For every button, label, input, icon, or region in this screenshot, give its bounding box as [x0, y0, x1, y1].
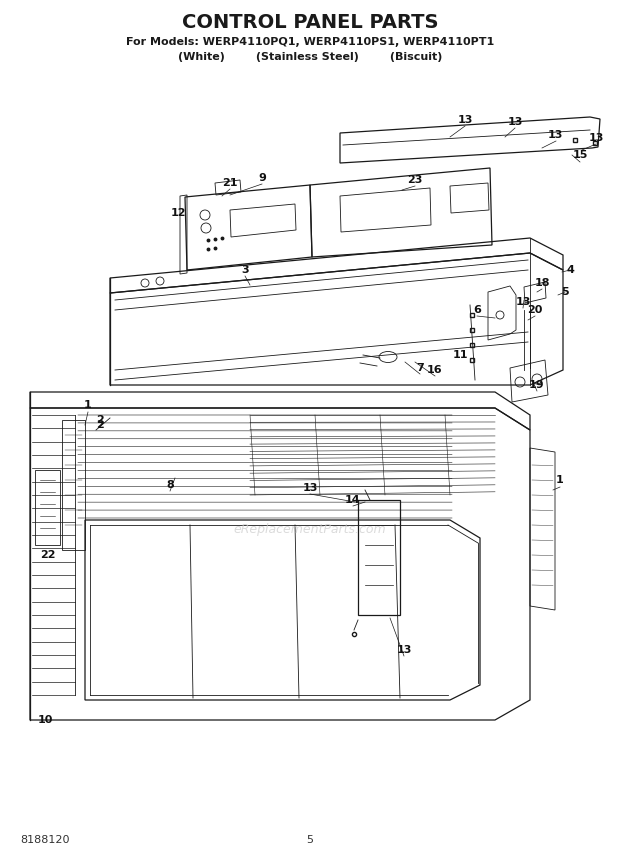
Text: 13: 13 — [515, 297, 531, 307]
Text: 5: 5 — [306, 835, 314, 845]
Text: 6: 6 — [473, 305, 481, 315]
Text: 13: 13 — [458, 115, 472, 125]
Text: 14: 14 — [345, 495, 361, 505]
Text: 13: 13 — [303, 483, 317, 493]
Text: 9: 9 — [258, 173, 266, 183]
Text: 19: 19 — [529, 380, 545, 390]
Text: 3: 3 — [241, 265, 249, 275]
Text: 4: 4 — [566, 265, 574, 275]
Text: 12: 12 — [170, 208, 186, 218]
Text: 7: 7 — [416, 363, 424, 373]
Text: eReplacementParts.com: eReplacementParts.com — [234, 524, 386, 537]
Text: 8188120: 8188120 — [20, 835, 69, 845]
Text: 5: 5 — [561, 287, 569, 297]
Text: 13: 13 — [396, 645, 412, 655]
Text: 21: 21 — [222, 178, 237, 188]
Text: 11: 11 — [452, 350, 467, 360]
Text: 1: 1 — [556, 475, 564, 485]
Text: 23: 23 — [407, 175, 423, 185]
Text: 2: 2 — [96, 420, 104, 430]
Text: 10: 10 — [37, 715, 53, 725]
Text: 13: 13 — [547, 130, 563, 140]
Text: (White)        (Stainless Steel)        (Biscuit): (White) (Stainless Steel) (Biscuit) — [178, 52, 442, 62]
Text: For Models: WERP4110PQ1, WERP4110PS1, WERP4110PT1: For Models: WERP4110PQ1, WERP4110PS1, WE… — [126, 37, 494, 47]
Text: 13: 13 — [588, 133, 604, 143]
Text: 8: 8 — [166, 480, 174, 490]
Text: 1: 1 — [84, 400, 92, 410]
Text: 13: 13 — [507, 117, 523, 127]
Text: 2: 2 — [96, 415, 104, 425]
Text: 18: 18 — [534, 278, 550, 288]
Text: 20: 20 — [528, 305, 542, 315]
Text: CONTROL PANEL PARTS: CONTROL PANEL PARTS — [182, 13, 438, 32]
Text: 15: 15 — [572, 150, 588, 160]
Text: 22: 22 — [40, 550, 56, 560]
Text: 16: 16 — [427, 365, 443, 375]
